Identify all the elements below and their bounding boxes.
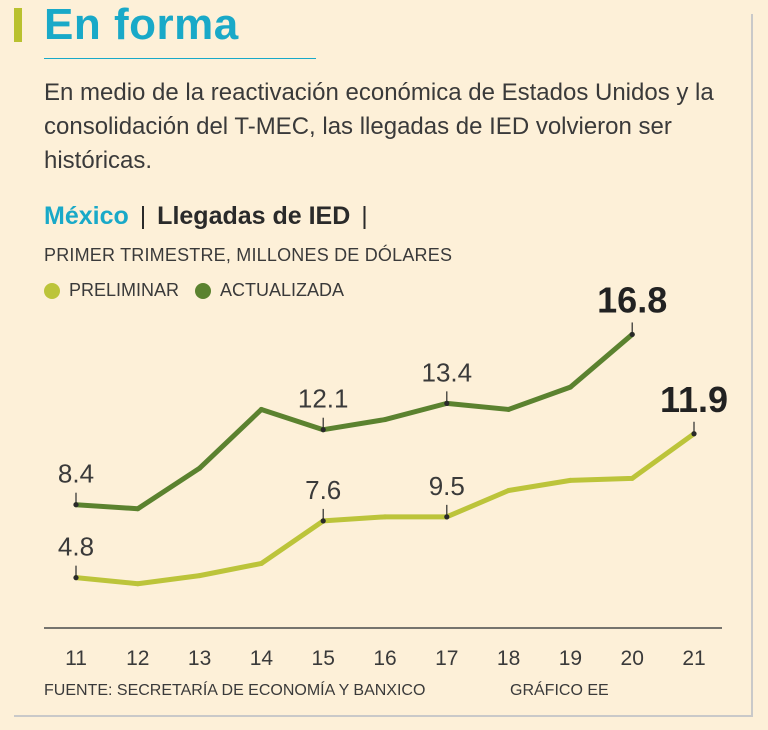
title-underline xyxy=(44,58,316,59)
data-point xyxy=(506,406,512,412)
legend-dot-preliminary xyxy=(44,282,60,299)
x-tick-label: 17 xyxy=(435,647,458,670)
label-marker xyxy=(73,575,79,581)
x-tick-label: 21 xyxy=(682,647,705,670)
label-marker xyxy=(320,427,326,433)
data-label: 7.6 xyxy=(305,475,341,505)
data-point xyxy=(258,406,264,412)
legend-item-preliminary: PRELIMINAR xyxy=(44,280,179,301)
data-point xyxy=(135,506,141,512)
x-tick-label: 12 xyxy=(126,647,149,670)
header-separator: | xyxy=(139,202,147,230)
page-title: En forma xyxy=(44,0,239,49)
chart-legend: PRELIMINAR ACTUALIZADA xyxy=(44,280,360,301)
x-tick-label: 16 xyxy=(373,647,396,670)
series-line xyxy=(73,431,697,587)
data-label: 11.9 xyxy=(660,379,728,420)
x-tick-label: 14 xyxy=(250,647,274,670)
subtitle: En medio de la reactivación económica de… xyxy=(44,79,714,174)
x-tick-label: 11 xyxy=(65,647,87,670)
x-tick-label: 20 xyxy=(621,647,644,670)
series-line xyxy=(73,331,635,512)
label-marker xyxy=(629,331,635,338)
x-tick-label: 13 xyxy=(188,647,211,670)
data-point xyxy=(629,475,635,481)
label-marker xyxy=(73,502,79,508)
header-separator-end: | xyxy=(361,202,368,230)
source-note: FUENTE: SECRETARÍA DE ECONOMÍA Y BANXICO xyxy=(44,682,426,699)
data-point xyxy=(382,417,388,423)
data-point xyxy=(506,488,512,494)
label-marker xyxy=(320,518,326,524)
data-point xyxy=(258,560,264,566)
label-marker xyxy=(444,400,450,406)
legend-item-updated: ACTUALIZADA xyxy=(195,280,344,301)
credit-note: GRÁFICO EE xyxy=(510,682,609,699)
x-tick-label: 18 xyxy=(497,647,520,670)
data-label: 12.1 xyxy=(298,384,349,414)
figure-frame xyxy=(14,14,753,717)
chart-country: México xyxy=(44,202,129,230)
legend-dot-updated xyxy=(195,282,212,299)
legend-label-preliminary: PRELIMINAR xyxy=(69,280,180,300)
legend-label-updated: ACTUALIZADA xyxy=(220,280,345,300)
data-label: 4.8 xyxy=(58,532,94,562)
data-label: 8.4 xyxy=(58,459,94,489)
title-accent-bar xyxy=(14,8,22,42)
data-label: 16.8 xyxy=(597,279,667,320)
data-point xyxy=(135,581,141,587)
x-tick-label: 15 xyxy=(312,647,335,670)
data-point xyxy=(382,514,388,520)
chart-units: PRIMER TRIMESTRE, MILLONES DE DÓLARES xyxy=(44,245,453,265)
label-marker xyxy=(691,431,697,437)
data-label: 9.5 xyxy=(429,471,465,501)
data-point xyxy=(567,477,573,483)
data-point xyxy=(197,573,203,579)
data-point xyxy=(567,384,573,390)
chart-indicator: Llegadas de IED xyxy=(157,202,351,230)
x-tick-label: 19 xyxy=(559,647,582,670)
chart-header: México | Llegadas de IED | xyxy=(44,202,372,231)
label-marker xyxy=(444,514,450,520)
data-label: 13.4 xyxy=(421,357,472,387)
data-point xyxy=(197,465,203,471)
